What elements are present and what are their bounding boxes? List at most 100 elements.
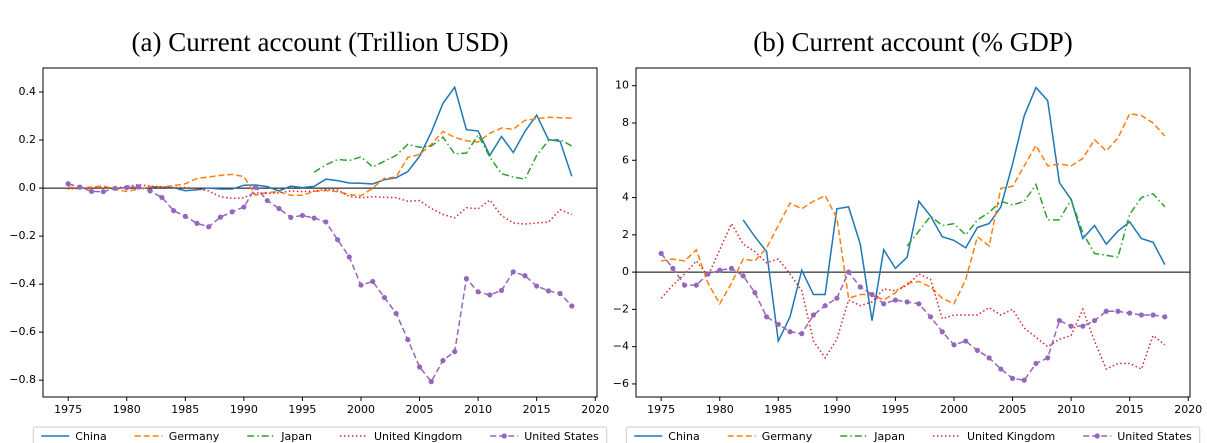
series-marker [1138, 312, 1144, 318]
x-tick-label: 2020 [1174, 403, 1202, 416]
series-marker [498, 287, 505, 293]
series-marker [405, 337, 411, 343]
series-marker [799, 331, 805, 337]
series-marker [857, 284, 863, 290]
x-tick-label: 1980 [706, 403, 734, 416]
x-tick-label: 2010 [1057, 403, 1085, 416]
series-marker [311, 215, 317, 221]
series-marker [845, 269, 852, 275]
x-tick-label: 2005 [406, 403, 434, 416]
x-tick-label: 1995 [881, 403, 909, 416]
series-marker [112, 185, 118, 191]
series-marker [1162, 314, 1168, 320]
series-marker [428, 379, 434, 385]
series-marker [904, 299, 910, 305]
y-tick-label: 6 [622, 153, 629, 166]
series-marker [752, 290, 758, 296]
legend-marker [501, 433, 507, 439]
x-tick-label: 2015 [523, 403, 551, 416]
series-marker [393, 310, 399, 317]
series-marker [1150, 312, 1156, 318]
legend-box [32, 426, 608, 443]
y-tick-label: 0.4 [19, 85, 37, 98]
series-marker [206, 224, 212, 230]
series-marker [252, 184, 259, 190]
y-tick-label: −2 [613, 302, 629, 315]
y-tick-label: −0.2 [9, 229, 36, 242]
panel: (b) Current account (% GDP) −6 −4 −2 0 2 4 6 8 10… [613, 27, 1202, 443]
panel: (a) Current account (Trillion USD) −0.8 −0… [9, 27, 609, 443]
series-marker [763, 314, 770, 320]
series-marker [182, 213, 188, 220]
series-marker [475, 289, 481, 295]
y-tick-label: −6 [613, 377, 629, 390]
series-marker [939, 329, 945, 335]
series-marker [194, 220, 200, 226]
chart-title: (a) Current account (Trillion USD) [132, 27, 509, 57]
series-marker [951, 342, 957, 348]
series-marker [381, 294, 388, 301]
series-marker [416, 364, 423, 370]
series-marker [892, 297, 899, 303]
series-line [313, 133, 573, 181]
chart-title: (b) Current account (% GDP) [753, 27, 1072, 57]
series-marker [705, 271, 711, 277]
series-marker [1115, 308, 1121, 314]
series-marker [998, 366, 1004, 372]
x-tick-label: 2000 [940, 403, 968, 416]
x-tick-label: 1975 [54, 403, 82, 416]
series-line [67, 183, 573, 383]
series-marker [522, 273, 528, 279]
series-marker [534, 283, 540, 289]
series-marker [1091, 317, 1098, 324]
x-tick-label: 1975 [647, 403, 675, 416]
series-marker [1127, 310, 1133, 316]
series-marker [869, 291, 875, 298]
series-marker [147, 188, 153, 194]
series-marker [1009, 375, 1016, 381]
series-line [68, 116, 572, 197]
series-marker [334, 237, 341, 243]
series-marker [276, 205, 282, 212]
series-marker [810, 312, 817, 318]
series-marker [1033, 360, 1039, 367]
series-marker [569, 303, 575, 309]
series-marker [658, 250, 664, 257]
series-marker [974, 347, 981, 353]
legend-label: China [75, 430, 106, 443]
x-tick-label: 1990 [823, 403, 851, 416]
series-line [68, 183, 573, 225]
legend-label: Japan [280, 430, 312, 443]
legend-box [625, 426, 1201, 443]
y-tick-label: 0.2 [19, 133, 37, 146]
legend: China Germany Japan United Kingdom United St… [625, 426, 1201, 443]
series-marker [787, 329, 793, 335]
x-tick-label: 2020 [581, 403, 609, 416]
series-marker [1080, 323, 1086, 329]
legend-label: United Kingdom [967, 430, 1055, 443]
series-marker [346, 254, 352, 260]
series-line [906, 182, 1166, 259]
y-tick-label: −0.6 [9, 325, 36, 338]
series-marker [557, 290, 563, 297]
series-marker [487, 292, 493, 298]
series-marker [323, 219, 329, 225]
y-tick-label: 2 [622, 228, 629, 241]
series-marker [1021, 377, 1027, 383]
series-marker [135, 184, 142, 190]
y-tick-label: 4 [622, 191, 629, 204]
series-marker [682, 282, 688, 288]
x-tick-label: 1980 [113, 403, 141, 416]
series-marker [963, 338, 969, 344]
series-marker [65, 181, 71, 187]
series-marker [775, 321, 781, 327]
series-marker [986, 355, 992, 361]
legend-label: Japan [873, 430, 905, 443]
series-marker [740, 273, 746, 279]
series-marker [1068, 323, 1074, 329]
legend-marker [1094, 433, 1100, 439]
series-marker [100, 189, 106, 195]
series-line [660, 221, 1166, 371]
series-marker [670, 265, 676, 271]
